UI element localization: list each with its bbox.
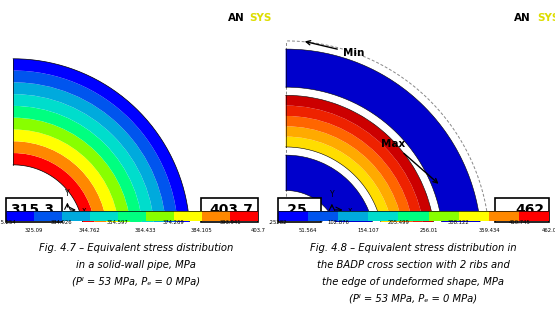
- Text: 359.434: 359.434: [478, 228, 500, 233]
- Bar: [278, 211, 307, 221]
- Text: x: x: [81, 206, 86, 215]
- Wedge shape: [286, 126, 404, 245]
- Bar: [278, 198, 321, 222]
- Text: 410.745: 410.745: [508, 220, 530, 225]
- Text: 308.122: 308.122: [448, 220, 470, 225]
- Text: .25282: .25282: [268, 220, 287, 225]
- Text: the BADP cross section with 2 ribs and: the BADP cross section with 2 ribs and: [317, 260, 510, 269]
- Text: Fig. 4.8 – Equivalent stress distribution in: Fig. 4.8 – Equivalent stress distributio…: [310, 243, 517, 252]
- Wedge shape: [13, 129, 119, 235]
- Wedge shape: [286, 95, 435, 245]
- Text: Y: Y: [65, 188, 70, 198]
- Bar: [6, 211, 34, 221]
- Bar: [146, 211, 174, 221]
- Text: 403.7: 403.7: [250, 228, 266, 233]
- Wedge shape: [286, 116, 415, 245]
- Text: the edge of undeformed shape, MPa: the edge of undeformed shape, MPa: [322, 277, 504, 286]
- Wedge shape: [13, 153, 95, 235]
- Bar: [368, 211, 398, 221]
- Text: 205.499: 205.499: [387, 220, 409, 225]
- Bar: [519, 211, 549, 221]
- Text: 384.105: 384.105: [191, 228, 213, 233]
- Wedge shape: [13, 82, 166, 235]
- Text: 256.01: 256.01: [420, 228, 438, 233]
- Text: 344.762: 344.762: [79, 228, 100, 233]
- Wedge shape: [13, 59, 190, 235]
- Bar: [489, 211, 519, 221]
- Bar: [174, 211, 202, 221]
- Text: 334.926: 334.926: [51, 220, 73, 225]
- Text: SYS: SYS: [537, 13, 555, 23]
- Bar: [62, 211, 90, 221]
- Text: 374.269: 374.269: [163, 220, 185, 225]
- Text: (Pᴵ = 53 MPa, Pₑ = 0 MPa): (Pᴵ = 53 MPa, Pₑ = 0 MPa): [350, 294, 477, 303]
- Text: .25: .25: [283, 203, 307, 217]
- Text: SYS: SYS: [249, 13, 271, 23]
- Wedge shape: [13, 118, 131, 235]
- Bar: [118, 211, 146, 221]
- Text: 364.433: 364.433: [135, 228, 157, 233]
- Text: 354.597: 354.597: [107, 220, 129, 225]
- Text: x: x: [348, 206, 353, 215]
- Text: in a solid-wall pipe, MPa: in a solid-wall pipe, MPa: [76, 260, 196, 269]
- Bar: [230, 211, 258, 221]
- Wedge shape: [286, 137, 394, 245]
- Text: 154.107: 154.107: [357, 228, 379, 233]
- Bar: [398, 211, 428, 221]
- Text: AN: AN: [228, 13, 245, 23]
- Text: Fig. 4.7 – Equivalent stress distribution: Fig. 4.7 – Equivalent stress distributio…: [39, 243, 233, 252]
- Bar: [495, 198, 549, 222]
- Bar: [338, 211, 368, 221]
- Text: 462.0: 462.0: [542, 228, 555, 233]
- Text: 315.3: 315.3: [11, 203, 54, 217]
- Bar: [34, 211, 62, 221]
- Text: 325.09: 325.09: [24, 228, 43, 233]
- Text: 393.941: 393.941: [219, 220, 241, 225]
- Wedge shape: [13, 106, 143, 235]
- Text: Min: Min: [306, 41, 364, 58]
- Text: 51.564: 51.564: [299, 228, 317, 233]
- Text: Max: Max: [381, 139, 437, 183]
- Bar: [201, 198, 258, 222]
- Bar: [459, 211, 489, 221]
- Text: 403.7: 403.7: [209, 203, 253, 217]
- Bar: [307, 211, 338, 221]
- Bar: [428, 211, 459, 221]
- Wedge shape: [13, 70, 178, 235]
- Text: 315.254: 315.254: [0, 220, 17, 225]
- Bar: [6, 198, 62, 222]
- Bar: [90, 211, 118, 221]
- Text: (Pᴵ = 53 MPa, Pₑ = 0 MPa): (Pᴵ = 53 MPa, Pₑ = 0 MPa): [72, 277, 200, 286]
- Wedge shape: [286, 155, 375, 245]
- Text: 462: 462: [515, 203, 544, 217]
- Wedge shape: [13, 94, 154, 235]
- Wedge shape: [286, 106, 425, 245]
- Text: 102.876: 102.876: [327, 220, 349, 225]
- Text: Y: Y: [330, 190, 334, 199]
- Text: AN: AN: [514, 13, 531, 23]
- Wedge shape: [286, 49, 482, 245]
- Bar: [202, 211, 230, 221]
- Wedge shape: [13, 141, 108, 235]
